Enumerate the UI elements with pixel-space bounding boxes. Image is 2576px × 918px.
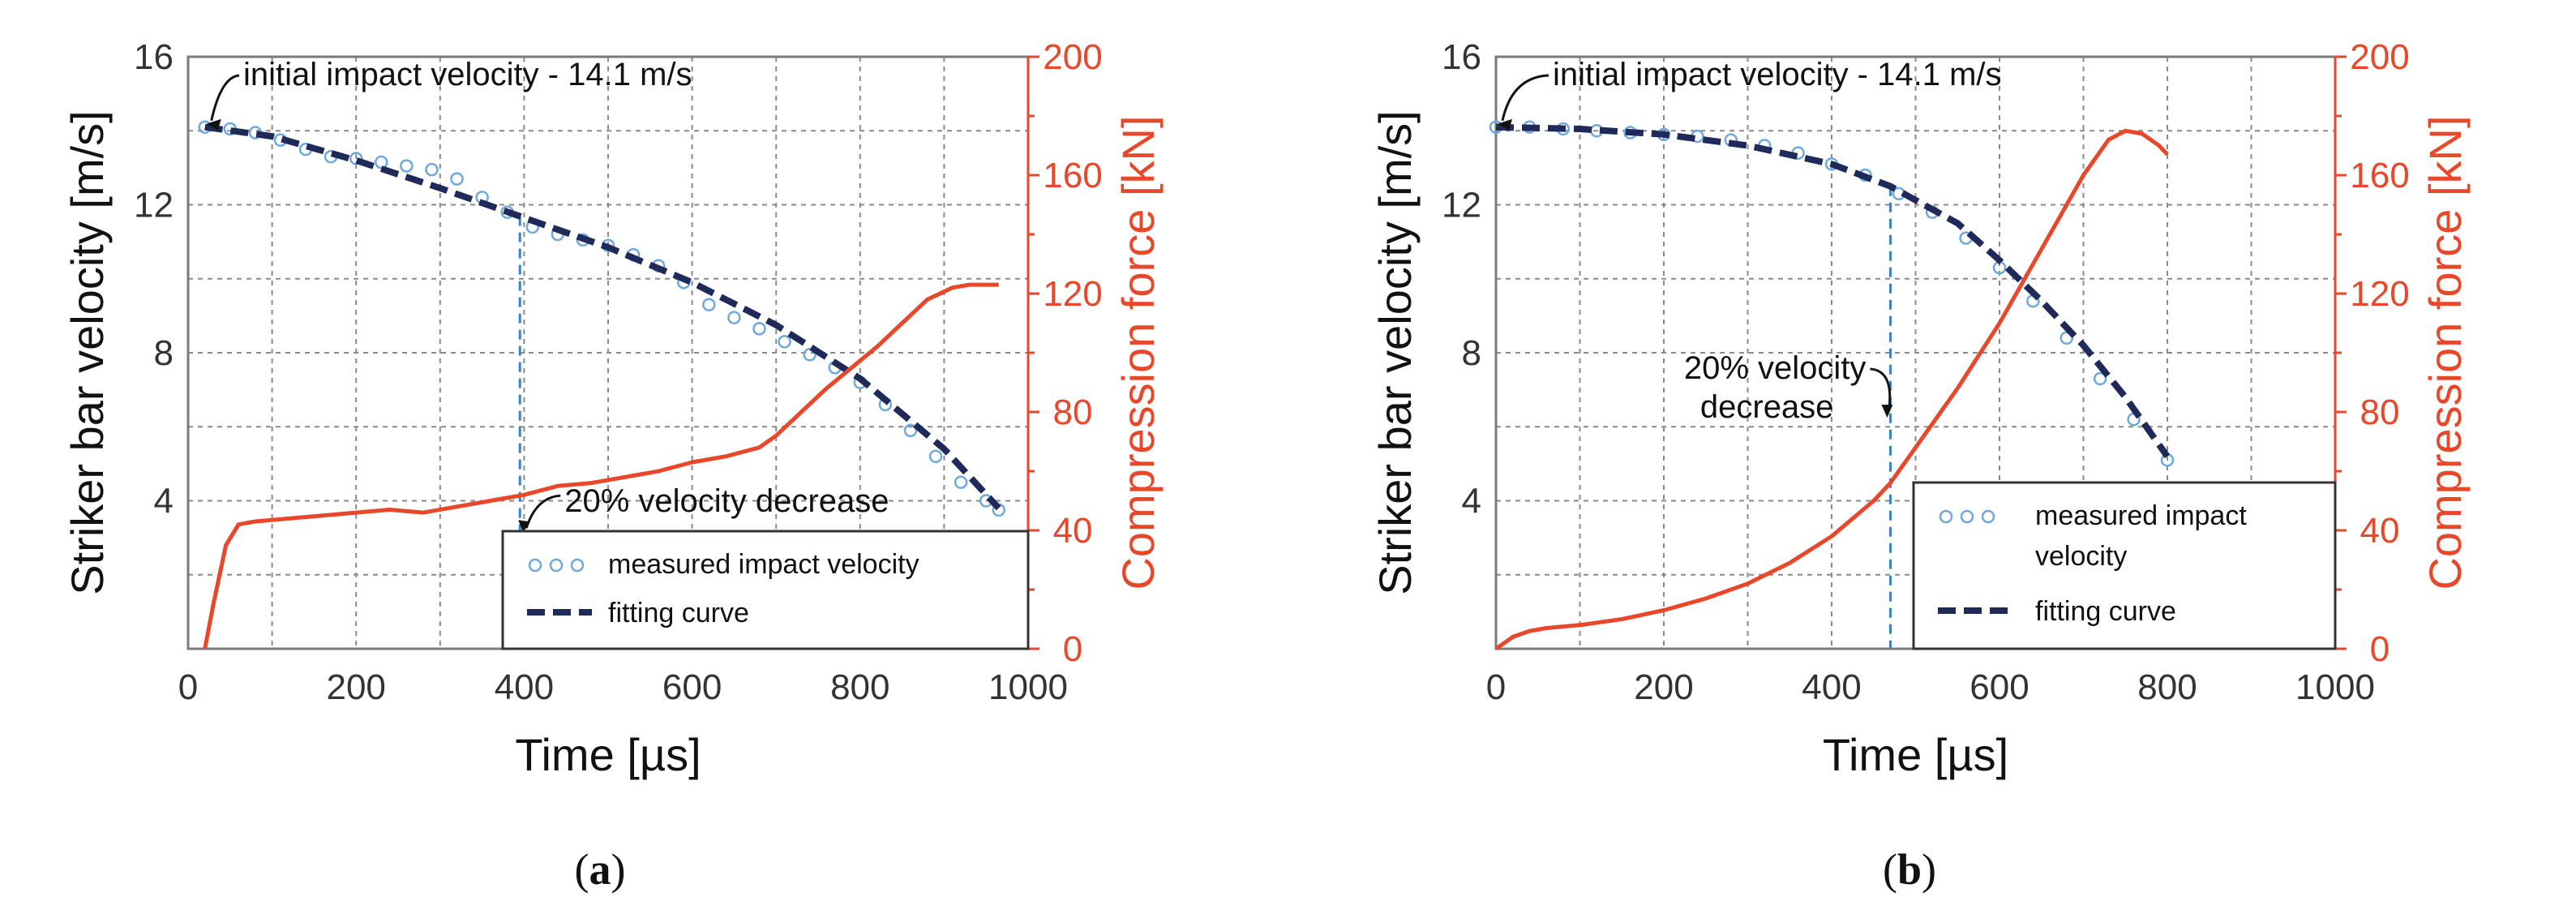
legend-marker-measured — [1939, 509, 1953, 524]
y-tick-label: 16 — [134, 37, 174, 77]
legend-marker-measured — [549, 558, 564, 573]
x-tick-label: 400 — [1802, 667, 1861, 707]
annotation-initial-arrow — [1501, 74, 1549, 122]
y2-tick-label: 0 — [2370, 629, 2390, 669]
annotation-initial-velocity: initial impact velocity - 14.1 m/s — [243, 57, 692, 92]
x-tick-label: 200 — [326, 667, 385, 707]
chart-panel-b: 0 200 400 600 800 100048121604080120160200Tim… — [1369, 37, 2471, 894]
annotation-initial-velocity: initial impact velocity - 14.1 m/s — [1553, 57, 2002, 92]
measured-velocity-point — [425, 162, 439, 177]
legend-box — [501, 530, 1030, 650]
fitting-curve-line — [1495, 123, 2171, 459]
annotation-decrease-arrow — [1870, 367, 1892, 412]
panel-label-open: ( — [575, 845, 589, 894]
y-tick-label: 12 — [134, 186, 174, 225]
legend-label-measured: measured impact velocity — [608, 549, 919, 580]
annotation-initial-arrowhead — [206, 118, 221, 131]
chart-panel-a: 0 200 400 600 800 100048121604080120160200Tim… — [62, 37, 1164, 894]
annotation-velocity-decrease-line2: decrease — [1700, 389, 1834, 425]
panel-label: (b) — [1883, 845, 1936, 894]
x-tick-label: 0 — [178, 667, 198, 707]
y-axis-title: Striker bar velocity [m/s] — [1369, 110, 1421, 594]
measured-velocity-point — [727, 311, 741, 324]
annotation-initial-arrow — [210, 74, 240, 122]
y2-tick-label: 160 — [2350, 156, 2409, 195]
measured-velocity-point — [803, 348, 817, 362]
annotation-velocity-decrease: 20% velocity decrease — [564, 483, 889, 519]
compression-force-line — [203, 282, 999, 650]
annotation-decrease-arrowhead — [518, 520, 530, 534]
panel-label-close: ) — [1922, 845, 1936, 894]
x-tick-label: 400 — [495, 667, 554, 707]
x-axis-title: Time [µs] — [515, 729, 701, 780]
legend: measured impact velocity fitting curve — [501, 530, 1030, 650]
measured-velocity-point — [954, 475, 968, 489]
compression-force-line — [1494, 128, 2169, 651]
x-tick-label: 1000 — [988, 667, 1068, 707]
x-tick-label: 600 — [1970, 667, 2029, 707]
y2-tick-label: 0 — [1063, 629, 1082, 669]
x-tick-label: 200 — [1634, 667, 1693, 707]
legend-marker-measured — [1981, 509, 1995, 524]
y2-tick-label: 120 — [2350, 274, 2409, 314]
legend: measured impact velocity fitting curve — [1912, 481, 2337, 650]
legend-label-fitting: fitting curve — [608, 598, 749, 628]
measured-velocity-point — [702, 298, 716, 311]
measured-velocity-point — [752, 322, 766, 336]
legend-marker-measured — [570, 558, 585, 573]
y-tick-label: 4 — [154, 482, 174, 521]
x-axis-title: Time [µs] — [1823, 729, 2008, 780]
measured-velocity-point — [778, 335, 791, 349]
y-tick-label: 16 — [1442, 37, 1481, 77]
y-axis-title: Striker bar velocity [m/s] — [62, 110, 113, 594]
legend-label-fitting: fitting curve — [2035, 596, 2176, 627]
y-tick-label: 12 — [1442, 186, 1481, 225]
annotation-initial-arrowhead — [1498, 118, 1512, 131]
annotation-decrease-arrowhead — [1881, 404, 1893, 418]
x-tick-label: 800 — [2137, 667, 2197, 707]
measured-velocity-point — [928, 449, 943, 463]
measured-velocity-point — [349, 152, 363, 165]
panel-label: (a) — [575, 845, 626, 894]
y-tick-label: 8 — [1462, 333, 1481, 373]
x-tick-label: 800 — [830, 667, 889, 707]
y2-tick-label: 40 — [1053, 511, 1093, 551]
y2-tick-label: 80 — [2360, 393, 2400, 432]
legend-marker-measured — [528, 558, 542, 573]
y2-tick-label: 40 — [2360, 511, 2400, 551]
measured-velocity-point — [2093, 371, 2107, 386]
measured-velocity-point — [903, 423, 918, 438]
panel-label-letter: b — [1897, 845, 1922, 894]
x-tick-label: 600 — [662, 667, 722, 707]
legend-box — [1912, 481, 2337, 650]
panel-label-close: ) — [611, 845, 626, 894]
legend-label-measured-line2: velocity — [2035, 541, 2127, 572]
legend-label-measured-line1: measured impact — [2035, 500, 2247, 531]
y2-tick-label: 200 — [2350, 37, 2409, 77]
y2-tick-label: 80 — [1053, 393, 1093, 432]
fitting-curve-line — [204, 123, 1001, 511]
legend-marker-measured — [1960, 509, 1974, 524]
x-tick-label: 0 — [1486, 667, 1506, 707]
measured-velocity-point — [400, 159, 414, 173]
y-tick-label: 4 — [1462, 482, 1481, 521]
grid — [188, 57, 1028, 649]
annotation-velocity-decrease-line1: 20% velocity — [1684, 350, 1867, 386]
x-tick-label: 1000 — [2295, 667, 2375, 707]
y2-axis-title: Compression force [kN] — [1112, 115, 1164, 590]
y2-axis-title: Compression force [kN] — [2420, 115, 2471, 590]
measured-velocity-point — [450, 172, 464, 186]
series-measured-velocity — [198, 120, 1005, 517]
y2-tick-label: 120 — [1043, 274, 1102, 314]
measured-velocity-point — [375, 155, 388, 169]
y-tick-label: 8 — [154, 333, 174, 373]
panel-label-open: ( — [1883, 845, 1897, 894]
y2-tick-label: 160 — [1043, 156, 1102, 195]
panel-label-letter: a — [589, 845, 611, 894]
y2-tick-label: 200 — [1043, 37, 1102, 77]
